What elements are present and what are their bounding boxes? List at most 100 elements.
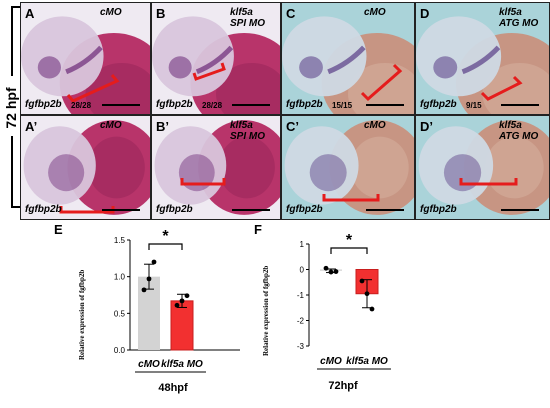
y-tick-label: -3 <box>297 342 305 351</box>
chart-e-label: E <box>54 222 63 237</box>
category-label: cMO <box>138 359 160 370</box>
scale-bar <box>102 209 140 211</box>
condition-line: klf5a <box>230 7 253 18</box>
panel-d2: D’ klf5a ATG MO fgfbp2b <box>415 115 550 220</box>
panel-label: D <box>420 6 430 21</box>
panel-label: A’ <box>25 119 38 134</box>
chart-f-stage: 72hpf <box>328 380 358 392</box>
panel-count: 28/28 <box>202 101 223 110</box>
data-point <box>146 276 152 282</box>
embryo-image <box>416 3 549 114</box>
embryo-image <box>21 116 150 219</box>
chart-e-plot: 0.0 0.5 1.0 1.5 * cMO klf5a MO <box>114 228 240 373</box>
condition-line: SPI MO <box>230 18 266 29</box>
bracket-top-tick <box>11 6 21 8</box>
bar-1 <box>170 300 194 351</box>
condition-line: cMO <box>364 120 386 131</box>
data-point <box>184 293 190 299</box>
significance-star: * <box>162 228 169 245</box>
condition-line: cMO <box>100 7 122 18</box>
data-point <box>174 302 180 308</box>
data-point <box>369 306 375 312</box>
chart-f-plot: -3 -2 -1 0 1 * cMO klf5a MO <box>297 232 391 370</box>
y-tick-label: 1.5 <box>114 236 126 245</box>
panel-a2: A’ cMO fgfbp2b <box>20 115 151 220</box>
panel-gene-label: fgfbp2b <box>420 99 457 110</box>
condition-line: klf5a <box>499 7 522 18</box>
scale-bar <box>366 209 404 211</box>
panel-condition: klf5a ATG MO <box>499 7 538 29</box>
chart-f-ylabel: Relative expression of fgfbp2b <box>262 265 270 356</box>
panel-condition: klf5a SPI MO <box>230 7 265 29</box>
panel-count: 15/15 <box>332 101 353 110</box>
panel-gene-label: fgfbp2b <box>25 204 62 215</box>
scale-bar <box>366 104 404 106</box>
timepoint-bracket: 72 hpf <box>0 0 22 210</box>
panel-count: 28/28 <box>71 101 92 110</box>
panel-gene-label: fgfbp2b <box>156 99 193 110</box>
data-point <box>328 269 334 275</box>
y-tick-label: -1 <box>297 291 305 300</box>
panel-c2: C’ cMO fgfbp2b <box>281 115 415 220</box>
data-point <box>364 291 370 297</box>
panel-gene-label: fgfbp2b <box>25 99 62 110</box>
condition-line: cMO <box>100 120 122 131</box>
data-point <box>333 269 339 274</box>
y-tick-label: 0 <box>300 266 305 275</box>
chart-f-label: F <box>254 222 262 237</box>
scale-bar <box>232 209 270 211</box>
panel-condition: klf5a ATG MO <box>499 120 538 142</box>
y-tick-label: 0.5 <box>114 309 126 318</box>
panel-condition: cMO <box>100 7 122 18</box>
condition-line: klf5a <box>230 120 253 131</box>
y-tick-label: 1.0 <box>114 273 126 282</box>
panel-condition: cMO <box>364 7 386 18</box>
significance-bracket <box>330 247 368 254</box>
scale-bar <box>102 104 140 106</box>
chart-e-stage: 48hpf <box>158 382 188 394</box>
chart-e-ylabel: Relative expression of fgfbp2b <box>78 269 86 360</box>
panel-gene-label: fgfbp2b <box>420 204 457 215</box>
condition-line: SPI MO <box>230 131 266 142</box>
panel-label: C’ <box>286 119 299 134</box>
embryo-image <box>152 116 280 219</box>
significance-star: * <box>346 232 353 249</box>
bracket-line-bottom <box>11 136 13 208</box>
scale-bar <box>232 104 270 106</box>
panel-condition: cMO <box>364 120 386 131</box>
category-label: klf5a MO <box>161 359 203 370</box>
data-point <box>151 259 157 265</box>
embryo-image <box>282 3 414 114</box>
y-tick-label: -2 <box>297 317 305 326</box>
panel-count: 9/15 <box>466 101 482 110</box>
scale-bar <box>501 104 539 106</box>
embryo-image <box>416 116 549 219</box>
embryo-image <box>282 116 414 219</box>
bar-0 <box>138 276 160 350</box>
category-label: cMO <box>320 356 342 367</box>
scale-bar <box>501 209 539 211</box>
data-point <box>179 298 185 304</box>
significance-bracket <box>148 243 183 250</box>
panel-b2: B’ klf5a SPI MO fgfbp2b <box>151 115 281 220</box>
condition-line: cMO <box>364 7 386 18</box>
panel-gene-label: fgfbp2b <box>286 204 323 215</box>
condition-line: ATG MO <box>499 131 539 142</box>
panel-label: C <box>286 6 296 21</box>
panel-label: B <box>156 6 166 21</box>
bracket-line-top <box>11 6 13 76</box>
bracket-bottom-tick <box>11 206 21 208</box>
panel-gene-label: fgfbp2b <box>156 204 193 215</box>
data-point <box>141 287 147 293</box>
panel-label: D’ <box>420 119 433 134</box>
y-tick-label: 1 <box>300 240 305 249</box>
chart-e: E Relative expression of fgfbp2b 0.0 0.5 1… <box>48 218 278 403</box>
data-point <box>323 265 329 271</box>
panel-label: A <box>25 6 35 21</box>
chart-f: F Relative expression of fgfbp2b -3 -2 -1 0… <box>248 218 478 403</box>
panel-condition: cMO <box>100 120 122 131</box>
